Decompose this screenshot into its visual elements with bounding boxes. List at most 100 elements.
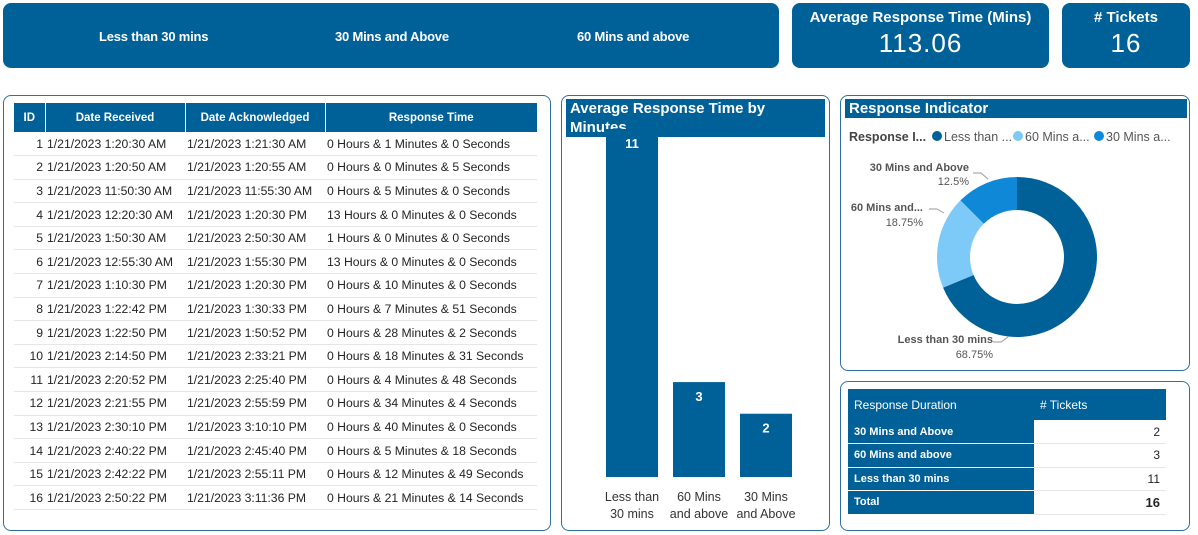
cell-id: 10 bbox=[14, 344, 45, 369]
bar-category-label: 60 Mins bbox=[677, 490, 721, 504]
summary-row[interactable]: 30 Mins and Above 2 bbox=[848, 420, 1166, 444]
col-header-tickets[interactable]: # Tickets bbox=[1034, 389, 1166, 420]
cell-date-acknowledged: 1/21/2023 2:33:21 PM bbox=[185, 344, 325, 369]
donut-slice[interactable] bbox=[937, 200, 984, 288]
cell-id: 1 bbox=[14, 132, 45, 157]
kpi-label: Average Response Time (Mins) bbox=[809, 9, 1032, 26]
table-row[interactable]: 5 1/21/2023 1:50:30 AM 1/21/2023 2:50:30 A… bbox=[14, 226, 537, 251]
cell-response-time: 1 Hours & 0 Minutes & 0 Seconds bbox=[325, 226, 537, 251]
cell-id: 16 bbox=[14, 485, 45, 510]
cell-date-acknowledged: 1/21/2023 2:45:40 PM bbox=[185, 438, 325, 463]
table-row[interactable]: 7 1/21/2023 1:10:30 PM 1/21/2023 1:20:30 P… bbox=[14, 273, 537, 298]
cell-id: 6 bbox=[14, 249, 45, 275]
filter-less-than-30[interactable]: Less than 30 mins bbox=[99, 29, 209, 44]
table-row[interactable]: 8 1/21/2023 1:22:42 PM 1/21/2023 1:30:33 P… bbox=[14, 297, 537, 322]
donut-slice[interactable] bbox=[943, 177, 1097, 337]
cell-date-acknowledged: 1/21/2023 1:50:52 PM bbox=[185, 320, 325, 345]
summary-tickets-cell: 2 bbox=[1034, 420, 1166, 444]
legend-label[interactable]: Less than ... bbox=[944, 130, 1012, 144]
filter-30-and-above[interactable]: 30 Mins and Above bbox=[335, 29, 449, 44]
slice-percent-60-above: 18.75% bbox=[886, 217, 924, 229]
bar-data-label: 3 bbox=[695, 389, 702, 404]
response-filter-bar: Less than 30 mins 30 Mins and Above 60 M… bbox=[3, 3, 779, 68]
col-header-date-received[interactable]: Date Received bbox=[45, 103, 186, 132]
cell-date-acknowledged: 1/21/2023 2:50:30 AM bbox=[185, 226, 325, 251]
table-row[interactable]: 10 1/21/2023 2:14:50 PM 1/21/2023 2:33:21 … bbox=[14, 344, 537, 369]
table-row[interactable]: 2 1/21/2023 1:20:50 AM 1/21/2023 1:20:55 A… bbox=[14, 155, 537, 180]
cell-date-received: 1/21/2023 1:20:50 AM bbox=[45, 155, 185, 180]
table-row[interactable]: 13 1/21/2023 2:30:10 PM 1/21/2023 3:10:10 … bbox=[14, 415, 537, 440]
summary-duration-cell: 30 Mins and Above bbox=[848, 420, 1034, 444]
cell-id: 15 bbox=[14, 462, 45, 487]
summary-total-value: 16 bbox=[1034, 490, 1166, 515]
cell-response-time: 0 Hours & 4 Minutes & 48 Seconds bbox=[325, 367, 537, 393]
legend-label[interactable]: 30 Mins a... bbox=[1106, 130, 1171, 144]
cell-date-received: 1/21/2023 2:30:10 PM bbox=[45, 415, 185, 440]
cell-date-acknowledged: 1/21/2023 1:20:30 PM bbox=[185, 273, 325, 298]
bar-0[interactable] bbox=[606, 129, 658, 477]
legend-marker[interactable] bbox=[1094, 131, 1104, 141]
table-row[interactable]: 11 1/21/2023 2:20:52 PM 1/21/2023 2:25:40 … bbox=[14, 367, 537, 393]
table-row[interactable]: 6 1/21/2023 12:55:30 AM 1/21/2023 1:55:30 … bbox=[14, 249, 537, 275]
col-header-response-time[interactable]: Response Time bbox=[325, 103, 537, 132]
cell-response-time: 0 Hours & 1 Minutes & 0 Seconds bbox=[325, 132, 537, 157]
cell-response-time: 0 Hours & 0 Minutes & 5 Seconds bbox=[325, 155, 537, 180]
summary-row[interactable]: 60 Mins and above 3 bbox=[848, 443, 1166, 468]
table-row[interactable]: 15 1/21/2023 2:42:22 PM 1/21/2023 2:55:11 … bbox=[14, 462, 537, 487]
table-row[interactable]: 1 1/21/2023 1:20:30 AM 1/21/2023 1:21:30 A… bbox=[14, 132, 537, 157]
cell-response-time: 13 Hours & 0 Minutes & 0 Seconds bbox=[325, 202, 537, 227]
cell-date-received: 1/21/2023 11:50:30 AM bbox=[45, 179, 185, 204]
cell-date-received: 1/21/2023 1:22:42 PM bbox=[45, 297, 185, 322]
cell-date-acknowledged: 1/21/2023 1:20:30 PM bbox=[185, 202, 325, 227]
donut-chart-title: Response Indicator bbox=[845, 99, 1187, 118]
summary-total-label: Total bbox=[848, 490, 1034, 515]
table-row[interactable]: 9 1/21/2023 1:22:50 PM 1/21/2023 1:50:52 P… bbox=[14, 320, 537, 345]
cell-id: 5 bbox=[14, 226, 45, 251]
cell-response-time: 0 Hours & 7 Minutes & 51 Seconds bbox=[325, 297, 537, 322]
legend-title: Response I... bbox=[849, 130, 926, 144]
leader-line bbox=[993, 336, 1009, 343]
slice-label-less-30: Less than 30 mins bbox=[898, 334, 993, 346]
summary-duration-cell: 60 Mins and above bbox=[848, 443, 1034, 468]
cell-response-time: 0 Hours & 18 Minutes & 31 Seconds bbox=[325, 344, 537, 369]
filter-60-and-above[interactable]: 60 Mins and above bbox=[577, 29, 690, 44]
legend-marker[interactable] bbox=[932, 131, 942, 141]
leader-line bbox=[973, 172, 989, 180]
bar-1[interactable] bbox=[673, 382, 725, 477]
leader-line bbox=[929, 208, 945, 214]
summary-table-panel: Response Duration # Tickets 30 Mins and … bbox=[840, 381, 1190, 531]
bar-data-label: 2 bbox=[762, 421, 769, 436]
col-header-response-duration[interactable]: Response Duration bbox=[848, 389, 1034, 420]
summary-tickets-cell: 11 bbox=[1034, 467, 1166, 491]
cell-date-acknowledged: 1/21/2023 3:10:10 PM bbox=[185, 415, 325, 440]
col-header-date-acknowledged[interactable]: Date Acknowledged bbox=[185, 103, 326, 132]
bar-category-label: and Above bbox=[736, 507, 795, 521]
cell-date-acknowledged: 1/21/2023 1:55:30 PM bbox=[185, 249, 325, 275]
legend-label[interactable]: 60 Mins a... bbox=[1025, 130, 1090, 144]
cell-date-received: 1/21/2023 2:21:55 PM bbox=[45, 391, 185, 416]
cell-id: 2 bbox=[14, 155, 45, 180]
legend-marker[interactable] bbox=[1013, 131, 1023, 141]
cell-date-received: 1/21/2023 1:22:50 PM bbox=[45, 320, 185, 345]
table-row[interactable]: 16 1/21/2023 2:50:22 PM 1/21/2023 3:11:36 … bbox=[14, 485, 537, 510]
summary-duration-cell: Less than 30 mins bbox=[848, 467, 1034, 491]
cell-response-time: 0 Hours & 34 Minutes & 4 Seconds bbox=[325, 391, 537, 416]
table-row[interactable]: 3 1/21/2023 11:50:30 AM 1/21/2023 11:55:30… bbox=[14, 179, 537, 204]
cell-id: 3 bbox=[14, 179, 45, 204]
bar-category-label: Less than bbox=[605, 490, 659, 504]
bar-2[interactable] bbox=[740, 413, 792, 477]
table-row[interactable]: 12 1/21/2023 2:21:55 PM 1/21/2023 2:55:59 … bbox=[14, 391, 537, 416]
slice-label-30-above: 30 Mins and Above bbox=[870, 162, 969, 174]
cell-id: 14 bbox=[14, 438, 45, 463]
cell-date-acknowledged: 1/21/2023 2:55:11 PM bbox=[185, 462, 325, 487]
cell-date-received: 1/21/2023 2:20:52 PM bbox=[45, 367, 185, 393]
table-row[interactable]: 4 1/21/2023 12:20:30 AM 1/21/2023 1:20:30 … bbox=[14, 202, 537, 227]
donut-slice[interactable] bbox=[960, 177, 1017, 224]
kpi-average-response-time: Average Response Time (Mins) 113.06 bbox=[792, 3, 1049, 68]
table-row[interactable]: 14 1/21/2023 2:40:22 PM 1/21/2023 2:45:40 … bbox=[14, 438, 537, 463]
cell-date-received: 1/21/2023 12:20:30 AM bbox=[45, 202, 185, 227]
donut-chart: Response I... Less than ... 60 Mins a... 30… bbox=[849, 130, 1171, 361]
cell-date-received: 1/21/2023 1:20:30 AM bbox=[45, 132, 185, 157]
summary-row[interactable]: Less than 30 mins 11 bbox=[848, 467, 1166, 491]
col-header-id[interactable]: ID bbox=[14, 103, 46, 132]
